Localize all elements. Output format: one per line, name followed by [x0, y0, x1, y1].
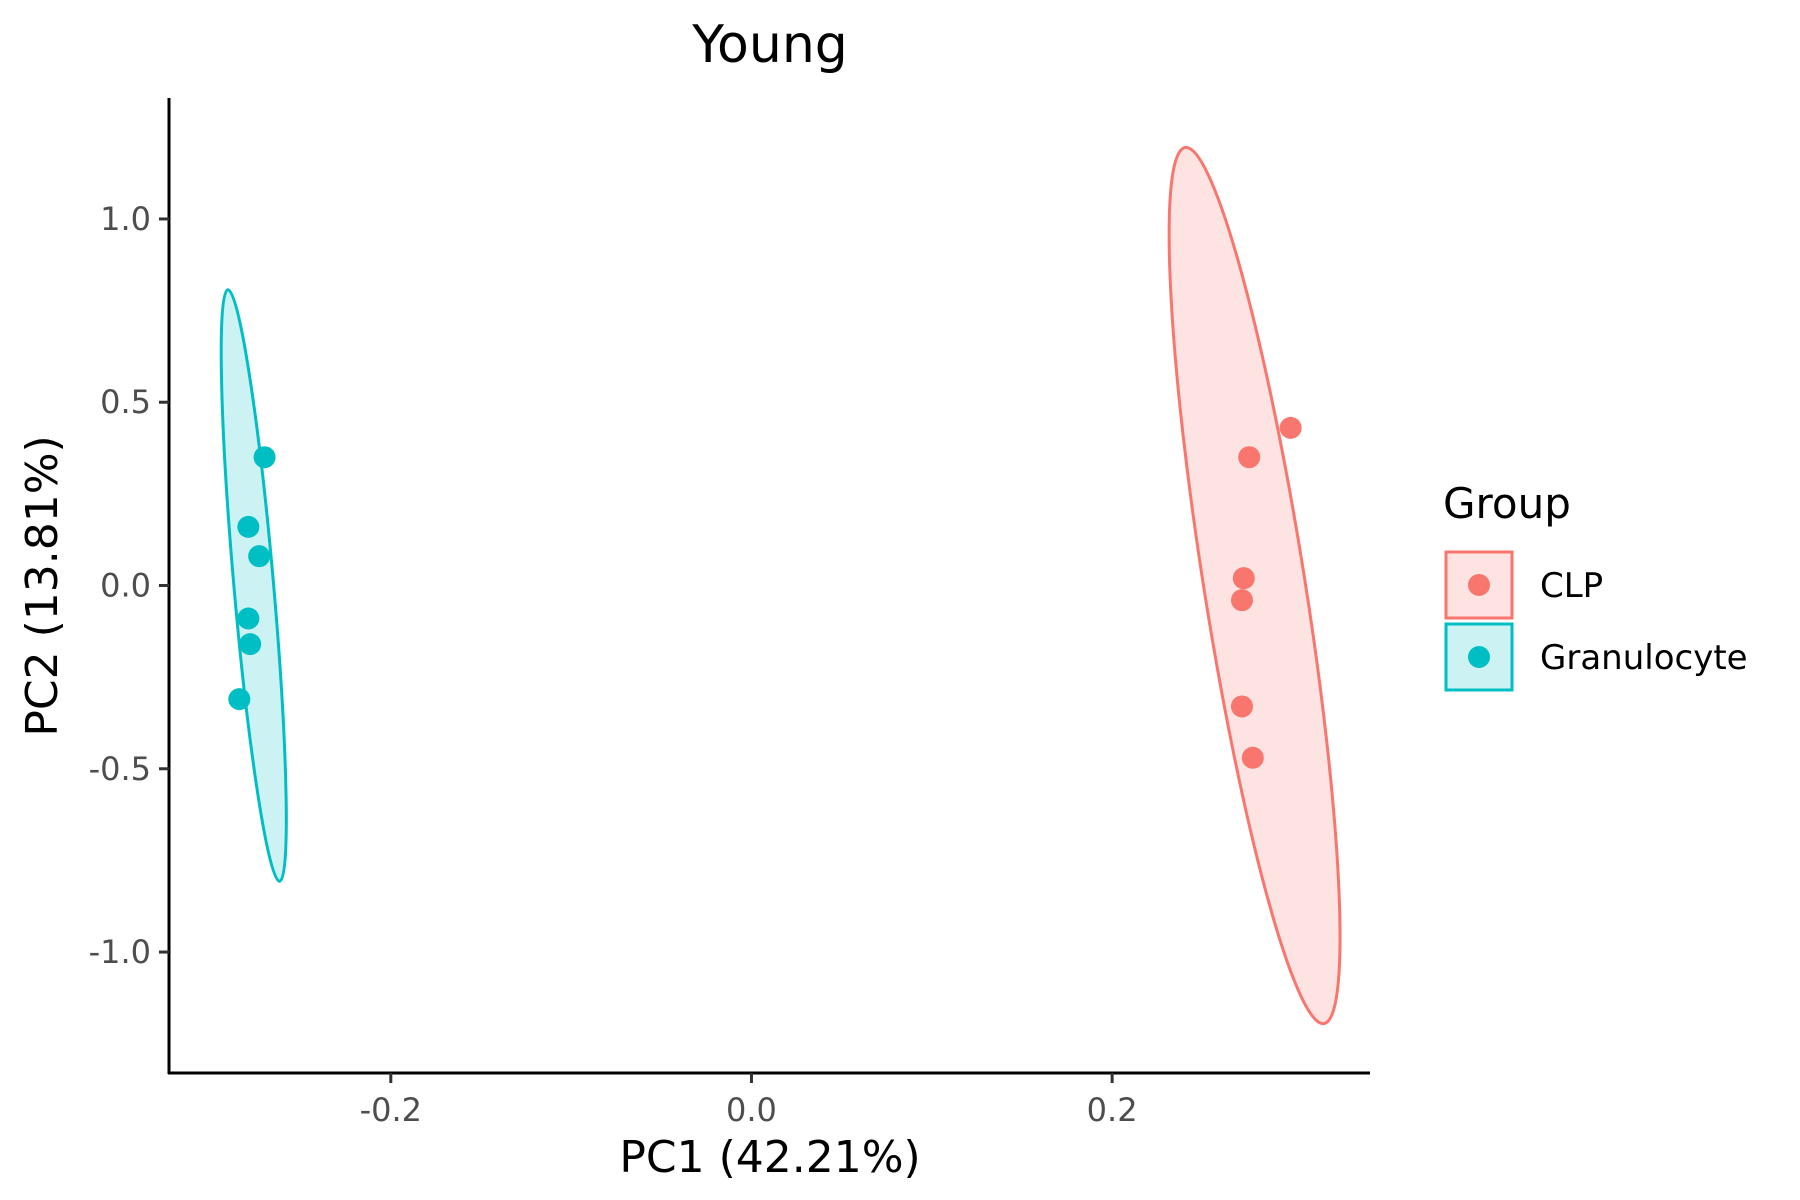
y-axis-title: PC2 (13.81%) — [17, 435, 68, 736]
x-axis-ticks: -0.2 0.0 0.2 — [360, 1073, 1138, 1129]
point-clp — [1241, 746, 1264, 769]
data-points — [228, 416, 1302, 769]
x-tick-label: 0.2 — [1087, 1091, 1138, 1129]
point-granulocyte — [228, 688, 251, 711]
y-tick-label: -0.5 — [89, 750, 151, 788]
legend: Group CLP Granulocyte — [1443, 479, 1748, 692]
legend-title: Group — [1443, 479, 1571, 528]
y-tick-label: 0.5 — [100, 383, 151, 421]
legend-label-granulocyte: Granulocyte — [1540, 638, 1748, 678]
point-granulocyte — [253, 446, 276, 469]
x-tick-label: -0.2 — [360, 1091, 422, 1129]
point-granulocyte — [239, 633, 262, 656]
legend-marker-clp — [1468, 574, 1490, 596]
y-tick-label: 1.0 — [100, 200, 151, 238]
y-tick-label: 0.0 — [100, 567, 151, 605]
chart-title: Young — [691, 15, 848, 75]
point-granulocyte — [237, 515, 260, 538]
y-tick-label: -1.0 — [89, 933, 151, 971]
x-axis-title: PC1 (42.21%) — [619, 1132, 920, 1183]
legend-marker-granulocyte — [1468, 646, 1490, 668]
x-tick-label: 0.0 — [726, 1091, 777, 1129]
point-granulocyte — [237, 607, 260, 630]
point-clp — [1238, 446, 1261, 469]
point-clp — [1230, 589, 1253, 612]
confidence-ellipses — [219, 145, 1342, 1026]
ellipse-clp — [1167, 145, 1342, 1026]
y-axis-ticks: -1.0 -0.5 0.0 0.5 1.0 — [89, 200, 169, 971]
point-clp — [1230, 695, 1253, 718]
legend-label-clp: CLP — [1540, 566, 1603, 606]
point-granulocyte — [248, 545, 271, 568]
point-clp — [1232, 567, 1255, 590]
ellipse-granulocyte — [219, 288, 288, 883]
point-clp — [1279, 416, 1302, 439]
